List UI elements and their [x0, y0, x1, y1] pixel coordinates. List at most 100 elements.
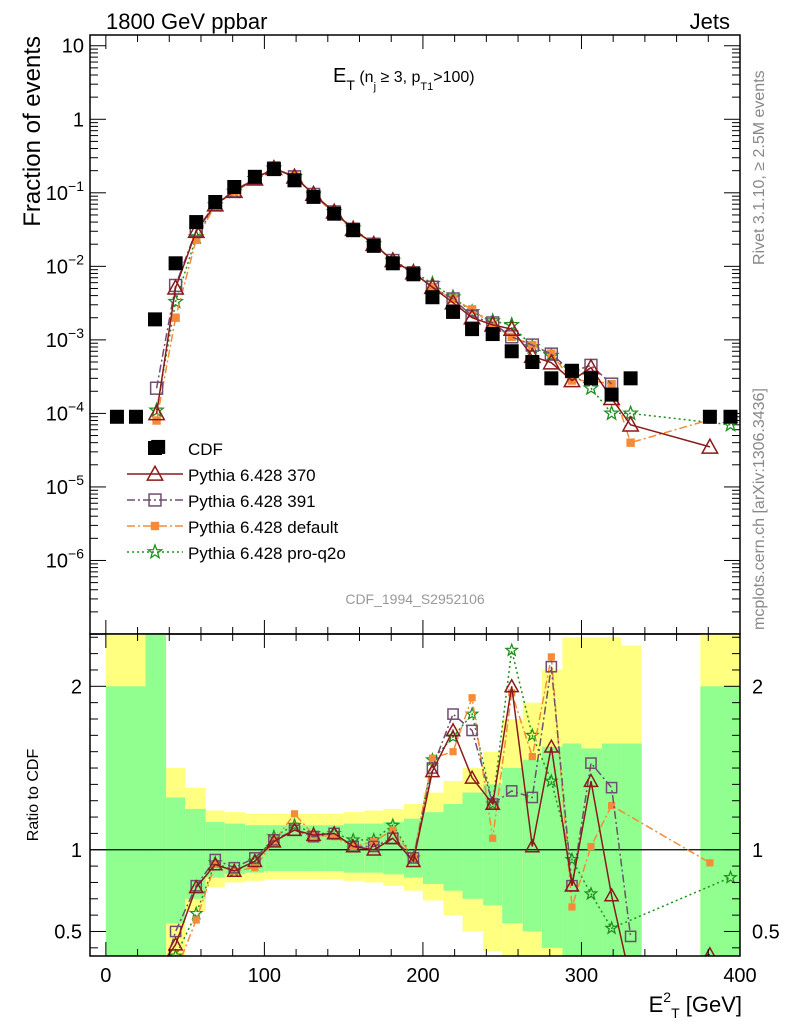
data-point — [525, 355, 540, 370]
data-point — [464, 769, 480, 784]
legend-entry: Pythia 6.428 pro-q2o — [127, 543, 346, 563]
uncertainty-band-inner — [185, 808, 206, 899]
ratio-y-tick-label-right: 0.5 — [752, 921, 780, 943]
data-point — [626, 438, 635, 447]
data-point — [227, 179, 242, 194]
ratio-frame — [89, 633, 741, 957]
data-point — [406, 267, 421, 282]
data-point — [485, 796, 501, 811]
data-point — [545, 660, 558, 673]
uncertainty-band-inner — [145, 634, 167, 956]
uncertainty-band-inner — [483, 784, 503, 906]
legend-label: Pythia 6.428 default — [188, 518, 339, 537]
data-point — [603, 404, 620, 421]
data-point — [405, 853, 422, 868]
data-point — [207, 856, 224, 871]
legend-label: Pythia 6.428 370 — [188, 466, 316, 485]
ratio-y-tick-label: 1 — [71, 840, 82, 862]
chart-title: ET (nj ≥ 3, pT1>100) — [333, 65, 475, 93]
data-point — [464, 706, 480, 721]
uncertainty-band-inner — [462, 792, 484, 899]
x-tick-label: 100 — [248, 965, 281, 987]
data-point — [188, 879, 205, 894]
data-point — [485, 327, 500, 342]
y-tick-label: 1 — [73, 109, 84, 131]
series-line — [155, 167, 613, 389]
x-tick-label: 200 — [406, 965, 439, 987]
data-point — [286, 821, 303, 837]
data-point — [168, 948, 184, 956]
data-point — [228, 861, 241, 874]
data-point — [583, 886, 599, 901]
data-point — [484, 795, 501, 811]
x-label-part: [GeV] — [680, 992, 742, 1017]
uncertainty-band-inner — [422, 812, 444, 885]
title-part: T1 — [420, 81, 433, 93]
data-point — [345, 832, 361, 847]
uncertainty-band-inner — [443, 803, 463, 891]
data-point — [428, 754, 437, 762]
uncertainty-band-inner — [502, 768, 523, 924]
x-label-part: T — [671, 1005, 680, 1021]
data-point — [385, 256, 400, 271]
uncertainty-band-inner — [324, 825, 344, 872]
side-label-top: Rivet 3.1.10, ≥ 2.5M events — [751, 70, 768, 265]
data-point — [542, 353, 561, 370]
y-axis-label: Fraction of events — [19, 36, 46, 227]
ratio-y-tick-label-right: 2 — [752, 676, 763, 698]
y-tick-label: 10 — [62, 36, 84, 58]
y-tick-label: 10−5 — [46, 472, 84, 499]
data-point — [149, 381, 164, 395]
series-line — [155, 168, 711, 444]
data-point — [171, 313, 180, 322]
y-tick-base: 10 — [46, 477, 68, 499]
legend-entry: Pythia 6.428 391 — [127, 492, 316, 511]
data-point — [151, 987, 161, 997]
data-point — [564, 877, 580, 892]
y-tick-label: 10−4 — [46, 398, 84, 425]
uncertainty-band-inner — [541, 746, 563, 948]
data-point — [604, 920, 620, 935]
data-point — [587, 842, 595, 851]
data-point — [445, 722, 461, 737]
side-label-bottom: mcplots.cern.ch [arXiv:1306.3436] — [751, 388, 768, 630]
data-point — [425, 290, 440, 305]
data-point — [621, 415, 640, 432]
data-point — [266, 162, 281, 177]
data-point — [424, 763, 441, 778]
y-tick-label: 10−2 — [46, 251, 84, 278]
data-point — [407, 852, 420, 864]
uncertainty-band-inner — [700, 686, 740, 956]
data-point — [607, 802, 616, 810]
data-point — [150, 521, 160, 531]
series-pythia-6-428-default — [152, 164, 715, 447]
data-point — [564, 363, 579, 378]
y-tick-exp: −6 — [68, 545, 84, 561]
data-point — [247, 853, 263, 868]
ratio-line — [174, 650, 731, 956]
data-point — [525, 338, 540, 352]
y-tick-base: 10 — [46, 256, 68, 278]
data-point — [208, 194, 223, 209]
data-point — [468, 694, 476, 702]
y-tick-label: 10−6 — [46, 545, 84, 572]
data-point — [446, 304, 461, 319]
uncertainty-band-inner — [285, 825, 305, 872]
title-part: E — [333, 65, 346, 87]
data-point — [503, 316, 521, 332]
data-point — [226, 862, 243, 878]
data-point — [172, 969, 179, 976]
data-point — [389, 826, 397, 834]
ratio-y-axis-label: Ratio to CDF — [25, 749, 42, 842]
data-point — [365, 841, 382, 856]
data-point — [624, 930, 637, 943]
data-point — [607, 379, 616, 389]
data-point — [449, 748, 457, 756]
ratio-data — [90, 634, 740, 997]
data-point — [544, 347, 559, 361]
data-point — [583, 371, 598, 386]
data-point — [466, 724, 478, 737]
y-tick-exp: −1 — [68, 178, 84, 194]
x-label-part: E — [649, 992, 664, 1017]
data-point — [330, 833, 338, 841]
